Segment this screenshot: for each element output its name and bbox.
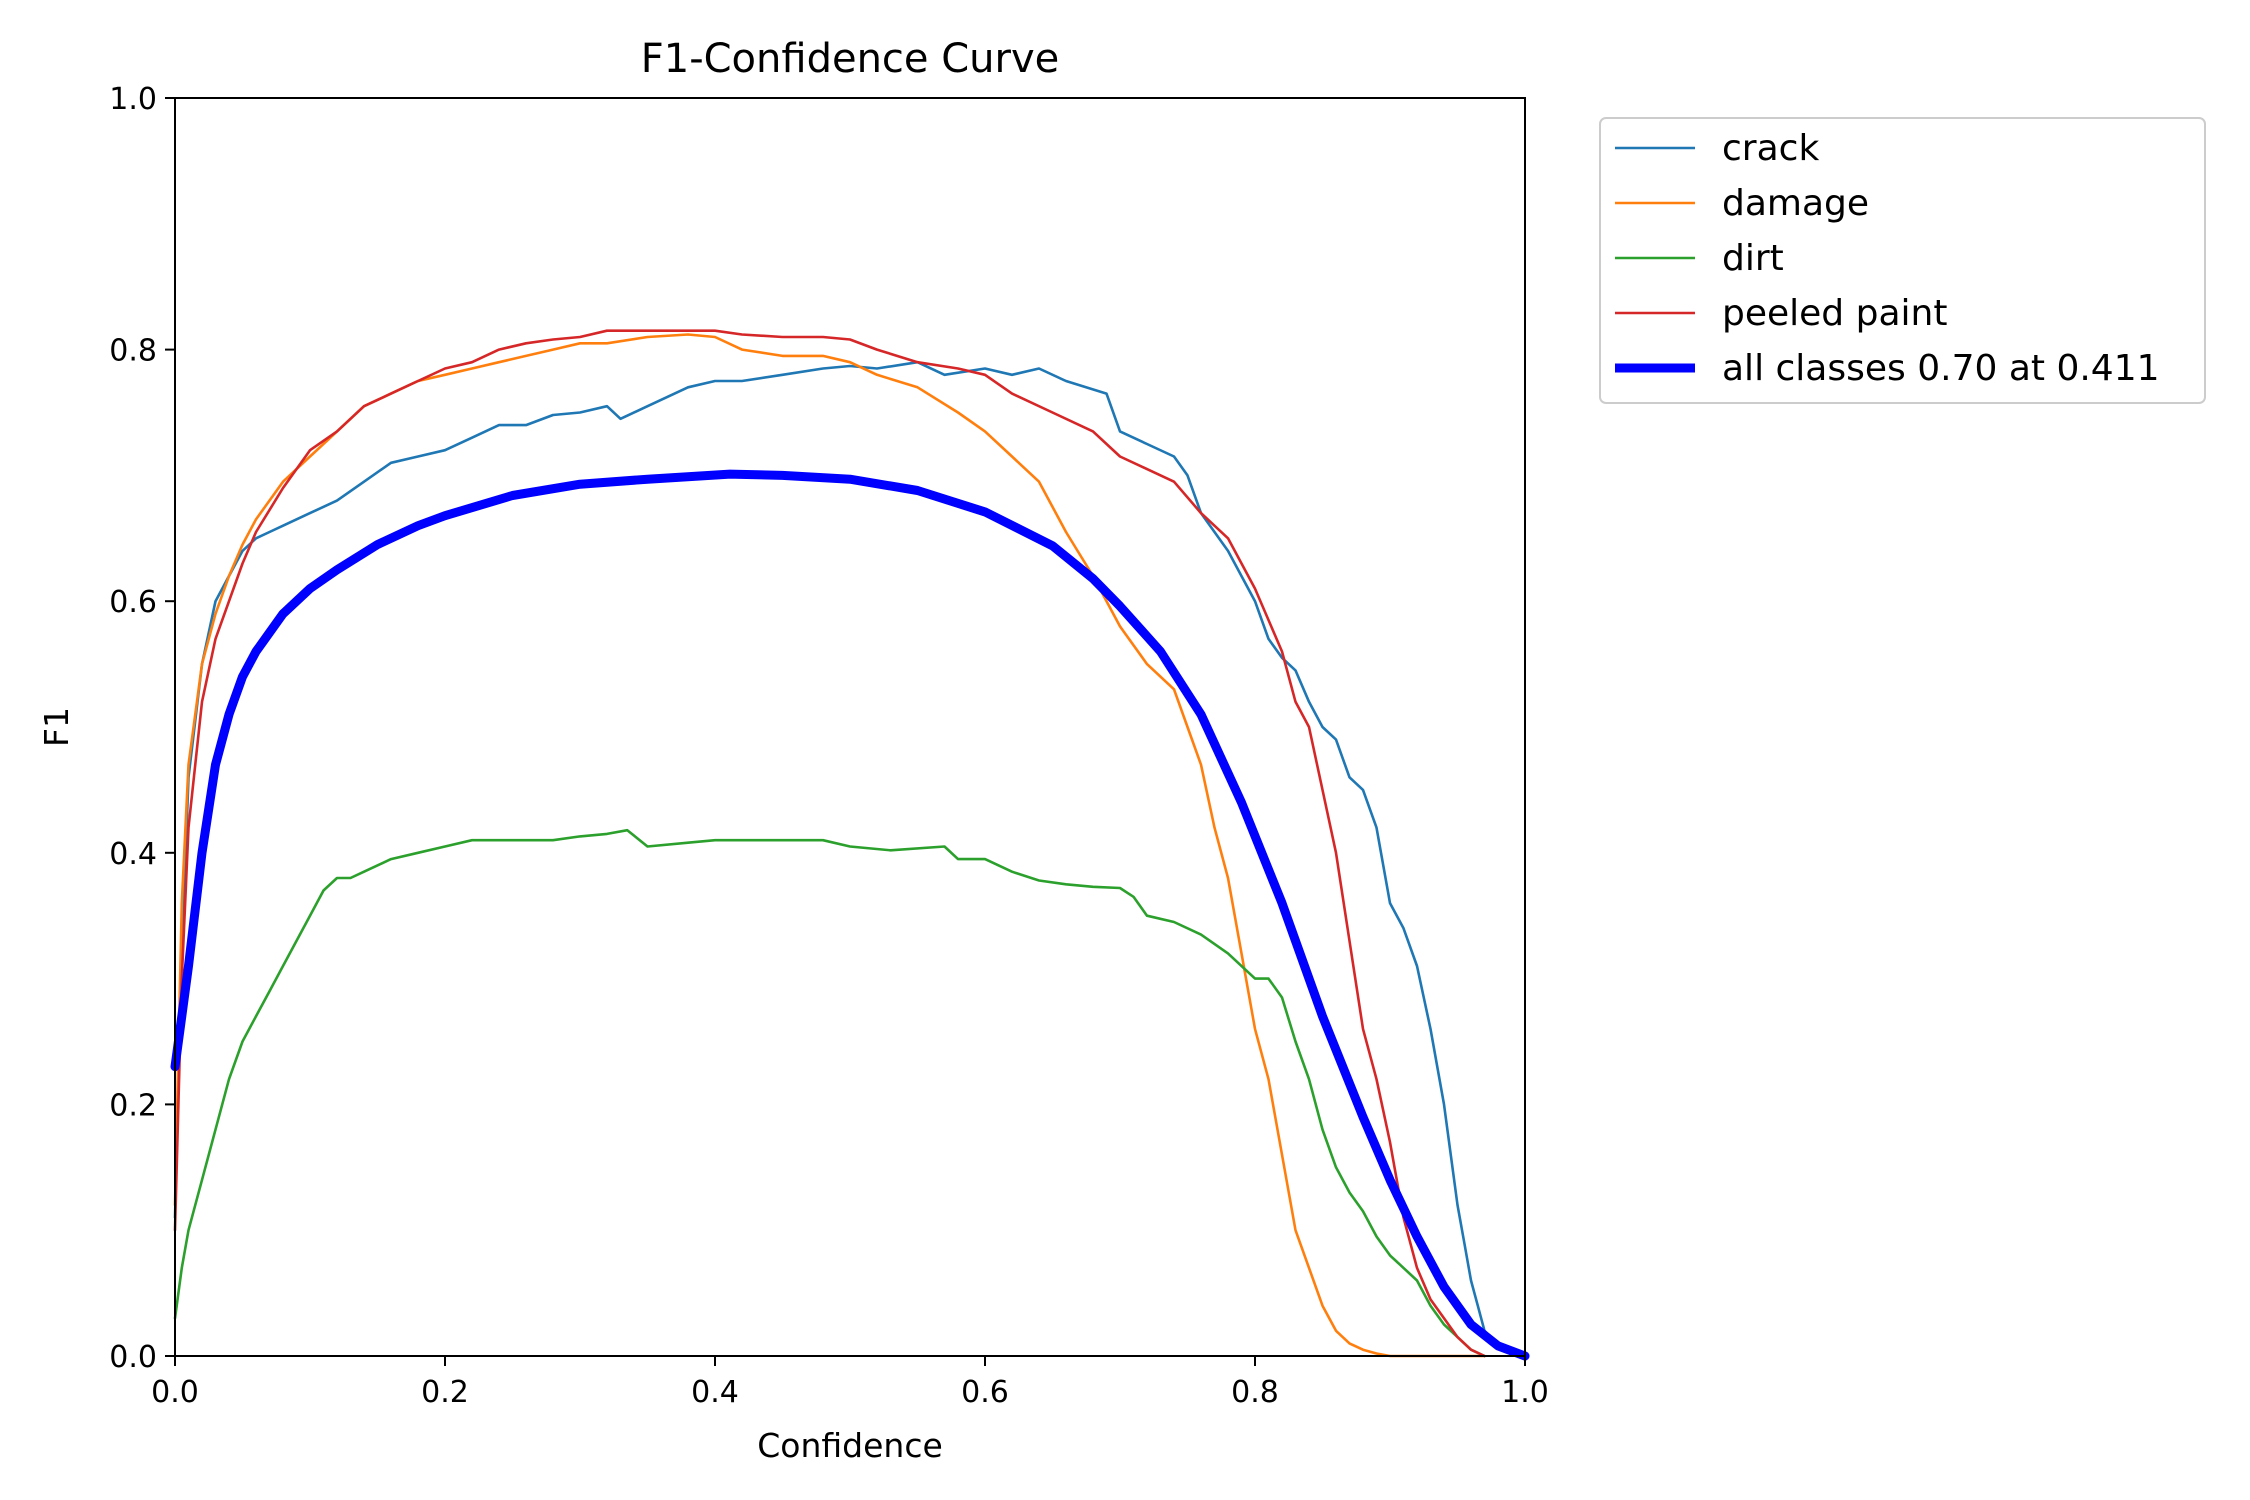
x-axis: 0.0 0.2 0.4 0.6 0.8 1.0 [151,1356,1549,1410]
plot-lines [170,329,1530,1361]
y-axis: 0.0 0.2 0.4 0.6 0.8 1.0 [109,82,175,1375]
series-line-damage [173,333,1486,1358]
y-axis-title: F1 [37,707,76,747]
x-tick-label: 0.8 [1231,1375,1279,1410]
legend-box [1599,117,2206,404]
x-tick-label: 1.0 [1501,1375,1549,1410]
x-tick-label: 0.4 [691,1375,739,1410]
y-tick-label: 0.0 [109,1340,157,1375]
chart-title: F1-Confidence Curve [641,36,1060,82]
series-line-crack [173,360,1527,1358]
series-line-dirt [173,828,1486,1358]
legend-label: all classes 0.70 at 0.411 [1722,348,2160,389]
y-tick-label: 1.0 [109,82,157,117]
series-line-all [170,469,1530,1361]
x-axis-title: Confidence [757,1426,943,1465]
x-tick-label: 0.2 [421,1375,469,1410]
x-tick-label: 0.6 [961,1375,1009,1410]
plot-frame [174,97,1526,1357]
legend-label: crack [1722,128,1819,169]
legend-label: damage [1722,183,1869,224]
y-tick-label: 0.6 [109,585,157,620]
y-tick-label: 0.8 [109,334,157,369]
legend-label: peeled paint [1722,293,1947,334]
y-tick-label: 0.4 [109,837,157,872]
x-tick-label: 0.0 [151,1375,199,1410]
series-line-peeled [173,329,1486,1358]
y-tick-label: 0.2 [109,1088,157,1123]
legend-label: dirt [1722,238,1784,279]
legend: crack damage dirt peeled paint all classes 0… [1599,117,2206,404]
